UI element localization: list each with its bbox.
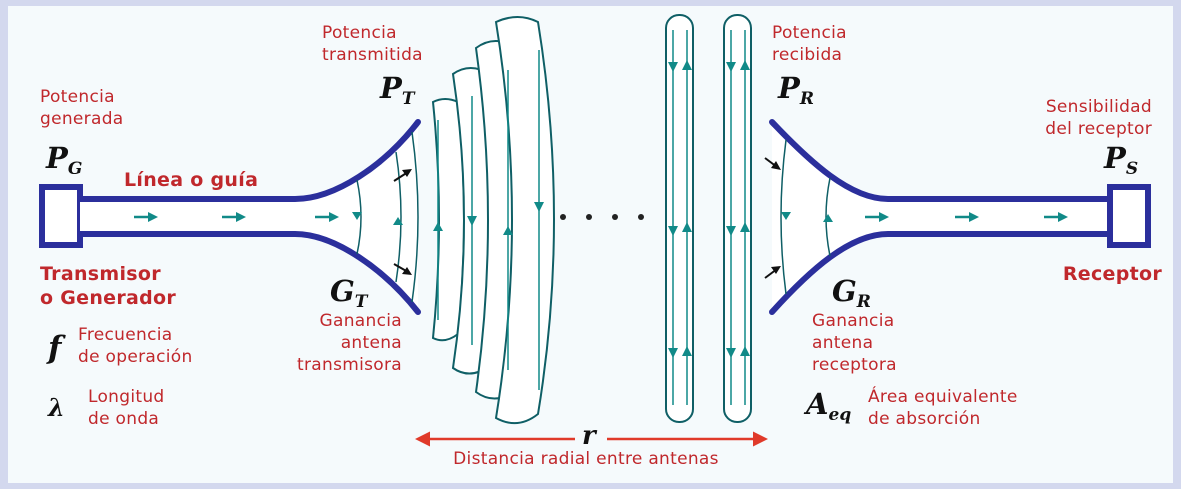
transmitter-box <box>39 184 83 248</box>
rx-incoming-pointers <box>764 157 781 279</box>
rx-guide-arrows <box>781 212 1068 222</box>
frequency-label: Frecuencia de operación <box>78 325 193 367</box>
rx-antenna-field <box>772 122 1110 312</box>
receiver-sensitivity-symbol: PS <box>1104 141 1139 179</box>
generated-power-label: Potencia generada <box>40 87 124 129</box>
received-power-label: Potencia recibida <box>772 23 847 65</box>
plane-wavefront-1 <box>665 14 694 423</box>
tx-horn-wavefront <box>411 131 419 303</box>
tx-gain-symbol: GT <box>330 274 368 312</box>
tx-guide-lower-wall <box>77 231 421 315</box>
receiver-sensitivity-label: Sensibilidad del receptor <box>1045 97 1152 139</box>
generated-power-symbol: PG <box>46 141 83 179</box>
rx-guide-upper-wall <box>769 119 1113 202</box>
tx-guide-arrows <box>134 212 403 225</box>
plane-wavefront-2 <box>723 14 752 423</box>
equivalent-area-symbol: Aeq <box>806 387 852 425</box>
rx-gain-symbol: GR <box>832 274 871 312</box>
rx-gain-label: Ganancia antena receptora <box>812 311 897 375</box>
wavefront-arrows <box>433 50 544 390</box>
distance-symbol: r <box>582 421 596 451</box>
equivalent-area-label: Área equivalente de absorción <box>868 387 1018 429</box>
rx-horn-wavefront <box>825 177 831 257</box>
transmitter-label: Transmisor o Generador <box>40 263 177 309</box>
frequency-symbol: f <box>48 330 62 366</box>
guide-line-label: Línea o guía <box>124 169 259 191</box>
plane-wavefront-arrows <box>668 30 750 405</box>
rx-horn-wavefront <box>780 139 787 295</box>
receiver-label: Receptor <box>1062 263 1162 285</box>
tx-horn-wavefront <box>356 179 362 255</box>
tx-gain-label: Ganancia antena transmisora <box>297 311 402 375</box>
rx-guide-lower-wall <box>769 231 1113 315</box>
tx-antenna-field <box>80 122 418 312</box>
continuation-dots <box>560 214 644 220</box>
radiated-wavefronts <box>431 16 555 425</box>
transmitted-power-symbol: PT <box>380 71 415 109</box>
tx-horn-wavefront <box>395 151 402 283</box>
tx-radiation-pointers <box>393 169 412 275</box>
distance-label: Distancia radial entre antenas <box>453 449 719 469</box>
wavelength-symbol: λ <box>48 393 65 422</box>
received-power-symbol: PR <box>778 71 814 109</box>
transmitted-power-label: Potencia transmitida <box>322 23 423 65</box>
wavelength-label: Longitud de onda <box>88 387 165 429</box>
diagram-background <box>8 6 1173 483</box>
tx-guide-upper-wall <box>77 119 421 202</box>
receiver-box <box>1107 184 1151 248</box>
plane-wavefronts <box>665 14 752 423</box>
